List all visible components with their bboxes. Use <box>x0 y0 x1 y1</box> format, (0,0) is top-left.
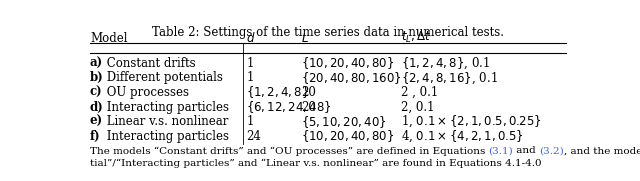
Text: Model: Model <box>90 32 127 45</box>
Text: $\{1, 2, 4, 8\}$: $\{1, 2, 4, 8\}$ <box>246 85 310 100</box>
Text: and: and <box>513 146 540 155</box>
Text: $L$: $L$ <box>301 32 308 45</box>
Text: 2, 0.1: 2, 0.1 <box>401 101 435 114</box>
Text: 1, $0.1 \times \{2, 1, 0.5, 0.25\}$: 1, $0.1 \times \{2, 1, 0.5, 0.25\}$ <box>401 114 542 129</box>
Text: Constant drifts: Constant drifts <box>103 57 195 70</box>
Text: Interacting particles: Interacting particles <box>103 101 229 114</box>
Text: d): d) <box>90 101 104 114</box>
Text: Table 2: Settings of the time series data in numerical tests.: Table 2: Settings of the time series dat… <box>152 26 504 39</box>
Text: 1: 1 <box>246 57 253 70</box>
Text: Interacting particles: Interacting particles <box>103 130 229 143</box>
Text: $t_L, \Delta t$: $t_L, \Delta t$ <box>401 30 432 45</box>
Text: 24: 24 <box>246 130 261 143</box>
Text: 20: 20 <box>301 101 316 114</box>
Text: 1: 1 <box>246 115 253 128</box>
Text: (3.2): (3.2) <box>540 146 564 155</box>
Text: c): c) <box>90 86 102 99</box>
Text: $\{2, 4, 8, 16\}$, 0.1: $\{2, 4, 8, 16\}$, 0.1 <box>401 70 499 86</box>
Text: $\{5, 10, 20, 40\}$: $\{5, 10, 20, 40\}$ <box>301 114 387 130</box>
Text: $\{10, 20, 40, 80\}$: $\{10, 20, 40, 80\}$ <box>301 128 394 144</box>
Text: 20: 20 <box>301 86 316 99</box>
Text: b): b) <box>90 71 104 84</box>
Text: f): f) <box>90 130 100 143</box>
Text: Linear v.s. nonlinear: Linear v.s. nonlinear <box>103 115 228 128</box>
Text: 1: 1 <box>246 71 253 84</box>
Text: $\{10, 20, 40, 80\}$: $\{10, 20, 40, 80\}$ <box>301 55 394 71</box>
Text: $\{20, 40, 80, 160\}$: $\{20, 40, 80, 160\}$ <box>301 70 401 86</box>
Text: tial”/“Interacting particles” and “Linear v.s. nonlinear” are found in Equations: tial”/“Interacting particles” and “Linea… <box>90 158 541 168</box>
Text: e): e) <box>90 115 103 128</box>
Text: 4, $0.1 \times \{4, 2, 1, 0.5\}$: 4, $0.1 \times \{4, 2, 1, 0.5\}$ <box>401 129 524 144</box>
Text: , and the models “Diffe: , and the models “Diffe <box>564 146 640 155</box>
Text: $\{1, 2, 4, 8\}$, 0.1: $\{1, 2, 4, 8\}$, 0.1 <box>401 55 491 71</box>
Text: $\{6, 12, 24, 48\}$: $\{6, 12, 24, 48\}$ <box>246 99 332 115</box>
Text: Different potentials: Different potentials <box>103 71 223 84</box>
Text: The models “Constant drifts” and “OU processes” are defined in Equations: The models “Constant drifts” and “OU pro… <box>90 146 488 156</box>
Text: $d$: $d$ <box>246 31 255 45</box>
Text: a): a) <box>90 57 103 70</box>
Text: 2 , 0.1: 2 , 0.1 <box>401 86 438 99</box>
Text: (3.1): (3.1) <box>488 146 513 155</box>
Text: OU processes: OU processes <box>103 86 189 99</box>
